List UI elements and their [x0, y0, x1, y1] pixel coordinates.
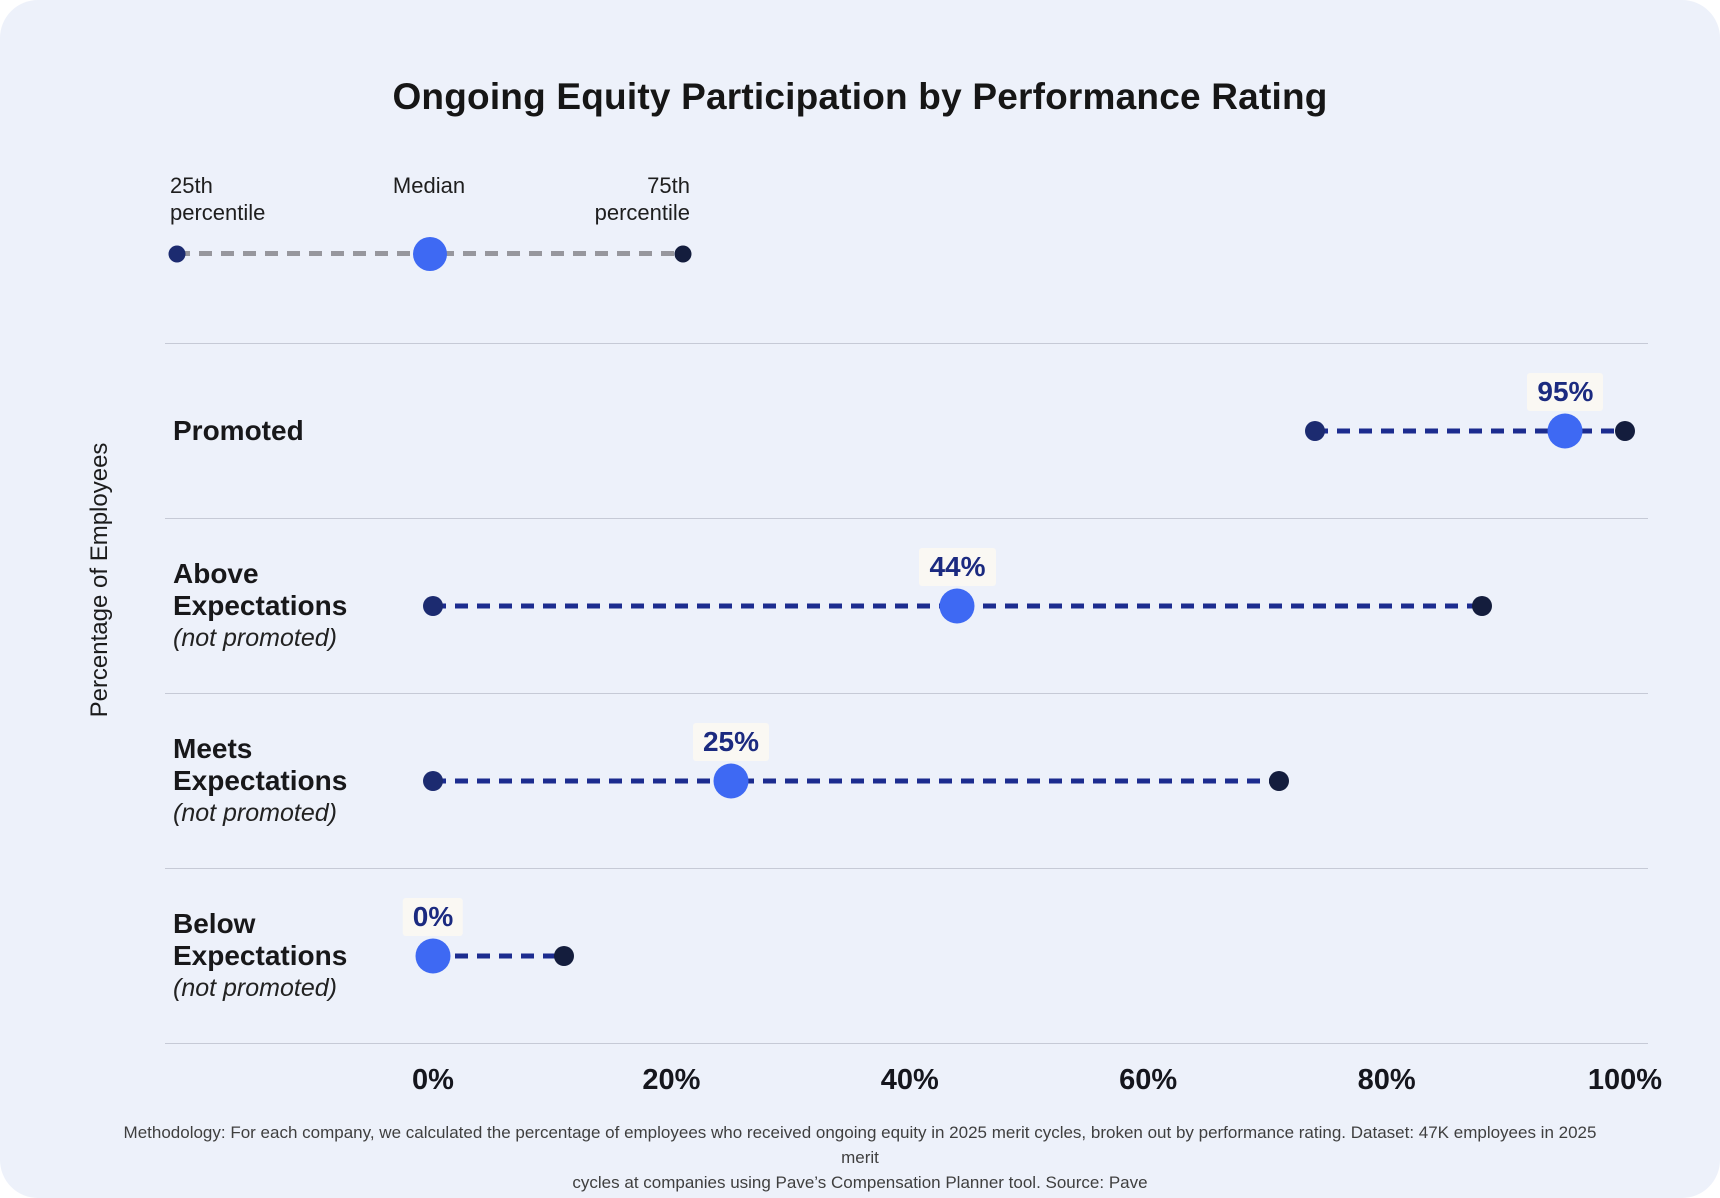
percentile-range-line [433, 778, 1280, 784]
median-value-label: 44% [919, 548, 996, 586]
median-value-label: 25% [692, 723, 770, 761]
median-dot [713, 763, 749, 799]
legend-median-dot [413, 236, 447, 271]
category-label-text: Above Expectations [173, 558, 348, 621]
category-row: Above Expectations (not promoted) 44% [165, 518, 1648, 693]
x-tick-label: 40% [880, 1064, 939, 1096]
p75-dot [1269, 771, 1290, 791]
dumbbell-track: 95% [433, 344, 1635, 518]
category-label: Above Expectations (not promoted) [173, 519, 423, 693]
p75-dot [554, 946, 575, 966]
category-sublabel: (not promoted) [173, 974, 337, 1002]
percentile-range-line [433, 953, 565, 959]
category-sublabel: (not promoted) [173, 799, 337, 827]
p25-dot [423, 771, 443, 791]
x-tick-label: 0% [412, 1064, 454, 1096]
legend-25th-dot [168, 245, 186, 262]
x-tick-label: 80% [1357, 1064, 1416, 1096]
x-axis-ticks: 0% 20% 40% 60% 80% 100% [412, 1064, 1662, 1104]
dumbbell-track: 44% [423, 519, 1625, 693]
category-label: Below Expectations (not promoted) [173, 869, 423, 1043]
legend-75th-dot [674, 245, 692, 262]
p75-dot [1471, 596, 1492, 616]
p25-dot [1305, 421, 1326, 441]
chart-title: Ongoing Equity Participation by Performa… [392, 76, 1328, 117]
category-row: Meets Expectations (not promoted) 25% [165, 693, 1648, 868]
legend-label-25th: 25th percentile [170, 173, 266, 225]
median-value-label: 0% [402, 898, 464, 936]
p75-dot [1615, 421, 1635, 441]
chart-rows: Promoted 95% Above Expectations (not promot… [165, 343, 1648, 1044]
category-sublabel: (not promoted) [173, 624, 337, 652]
legend-label-median: Median [392, 173, 466, 198]
category-row: Promoted 95% [165, 343, 1648, 518]
x-tick-label: 100% [1587, 1064, 1663, 1096]
category-label-text: Below Expectations [173, 908, 348, 971]
median-value-label: 95% [1527, 373, 1604, 411]
legend-label-75th: 75th percentile [594, 173, 690, 225]
methodology-note: Methodology: For each company, we calcul… [123, 1123, 1597, 1192]
dumbbell-track: 0% [402, 869, 1625, 1043]
dumbbell-track: 25% [423, 694, 1625, 868]
percentile-range-line [1315, 428, 1625, 434]
x-tick-label: 20% [642, 1064, 701, 1096]
category-row: Below Expectations (not promoted) 0% [165, 868, 1648, 1043]
p25-dot [423, 596, 443, 616]
median-dot [939, 588, 975, 624]
category-label: Promoted [173, 344, 423, 518]
median-dot [415, 938, 451, 974]
x-tick-label: 60% [1119, 1064, 1178, 1096]
category-label-text: Promoted [173, 415, 304, 446]
legend-range-line [168, 236, 692, 271]
y-axis-label: Percentage of Employees [86, 442, 113, 718]
median-dot [1547, 413, 1583, 449]
category-label-text: Meets Expectations [173, 733, 348, 796]
category-label: Meets Expectations (not promoted) [173, 694, 423, 868]
